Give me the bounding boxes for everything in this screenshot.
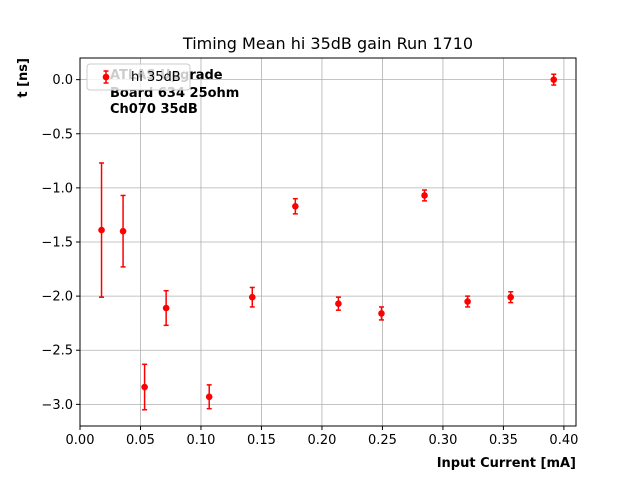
- x-tick-label: 0.40: [549, 433, 578, 448]
- chart-title: Timing Mean hi 35dB gain Run 1710: [182, 34, 473, 53]
- data-point: [98, 226, 105, 234]
- y-tick-label: 0.0: [52, 73, 73, 88]
- y-axis-ticks: 0.0 −0.5 −1.0 −1.5 −2.0 −2.5 −3.0: [41, 73, 80, 413]
- data-point: [378, 310, 385, 317]
- x-tick-label: 0.15: [247, 433, 276, 448]
- y-tick-label: −1.0: [41, 181, 73, 196]
- y-tick-label: −2.5: [41, 344, 73, 359]
- x-tick-label: 0.05: [126, 433, 155, 448]
- data-point: [248, 293, 256, 301]
- x-tick-label: 0.20: [307, 433, 336, 448]
- data-point: [550, 76, 558, 83]
- legend: hi 35dB: [86, 63, 191, 91]
- x-tick-label: 0.30: [428, 433, 457, 448]
- data-point: [335, 300, 342, 307]
- data-point: [421, 192, 428, 199]
- annotation-line-3: Ch070 35dB: [110, 102, 198, 117]
- legend-label: hi 35dB: [131, 70, 181, 85]
- legend-box: [86, 63, 191, 91]
- data-series: [98, 73, 558, 411]
- plot-frame: [79, 57, 577, 427]
- data-point: [464, 298, 471, 305]
- y-axis-label: t [ns]: [16, 58, 31, 98]
- data-point: [162, 304, 170, 312]
- x-tick-label: 0.35: [489, 433, 518, 448]
- x-axis-ticks: 0.00 0.05 0.10 0.15 0.20 0.25 0.30 0.35 0.40: [66, 426, 578, 448]
- data-point: [292, 202, 299, 210]
- x-axis-label: Input Current [mA]: [437, 456, 576, 471]
- x-tick-label: 0.10: [186, 433, 215, 448]
- x-tick-label: 0.25: [368, 433, 397, 448]
- data-point: [507, 293, 514, 301]
- y-tick-label: −2.0: [41, 290, 73, 305]
- data-point: [141, 383, 148, 391]
- x-tick-label: 0.00: [66, 433, 95, 448]
- y-tick-label: −1.5: [41, 236, 73, 251]
- y-tick-label: −0.5: [41, 127, 73, 142]
- grid-lines: [79, 58, 576, 426]
- legend-marker: [102, 73, 110, 81]
- y-tick-label: −3.0: [41, 398, 73, 413]
- data-point: [119, 227, 127, 235]
- data-point: [205, 393, 213, 401]
